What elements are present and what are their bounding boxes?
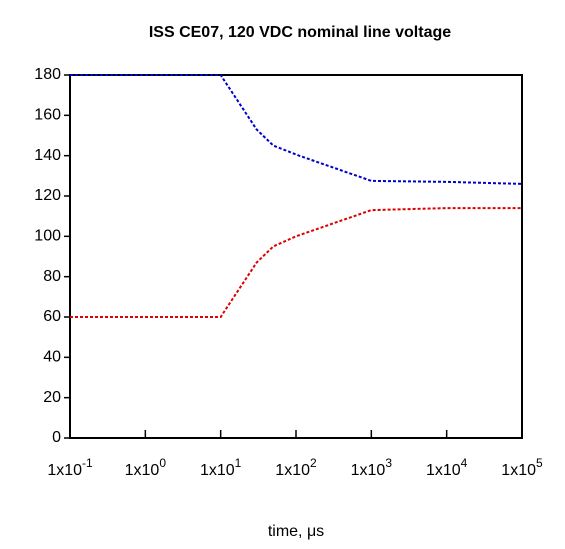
y-tick-label: 20 bbox=[43, 389, 61, 406]
x-tick-base: 1x10 bbox=[200, 462, 235, 479]
y-tick-label: 60 bbox=[43, 308, 61, 325]
y-tick-label: 80 bbox=[43, 268, 61, 285]
y-tick-label: 140 bbox=[34, 147, 61, 164]
x-axis-label: time, μs bbox=[268, 523, 324, 540]
x-tick-exponent: 1 bbox=[235, 456, 242, 470]
y-tick-label: 0 bbox=[52, 429, 61, 446]
x-tick-label: 1x105 bbox=[501, 456, 543, 479]
y-tick-label: 120 bbox=[34, 187, 61, 204]
x-tick-base: 1x10 bbox=[125, 462, 160, 479]
x-tick-label: 1x10-1 bbox=[47, 456, 93, 479]
x-tick-exponent: 2 bbox=[310, 456, 317, 470]
x-tick-exponent: 3 bbox=[385, 456, 392, 470]
x-tick-base: 1x10 bbox=[426, 462, 461, 479]
x-tick-label: 1x103 bbox=[351, 456, 393, 479]
x-tick-label: 1x100 bbox=[125, 456, 167, 479]
x-tick-label: 1x102 bbox=[275, 456, 317, 479]
y-tick-label: 180 bbox=[34, 66, 61, 83]
series-line bbox=[70, 74, 523, 185]
y-tick-label: 160 bbox=[34, 107, 61, 124]
series-line bbox=[70, 207, 522, 318]
chart-title: ISS CE07, 120 VDC nominal line voltage bbox=[149, 24, 451, 41]
y-tick-label: 100 bbox=[34, 228, 61, 245]
x-tick-label: 1x101 bbox=[200, 456, 242, 479]
x-tick-label: 1x104 bbox=[426, 456, 468, 479]
plot-frame bbox=[69, 74, 523, 439]
x-tick-exponent: -1 bbox=[82, 456, 93, 470]
x-tick-exponent: 5 bbox=[536, 456, 543, 470]
x-tick-exponent: 4 bbox=[461, 456, 468, 470]
y-tick-label: 40 bbox=[43, 349, 61, 366]
x-tick-base: 1x10 bbox=[47, 462, 82, 479]
x-tick-base: 1x10 bbox=[501, 462, 536, 479]
x-tick-base: 1x10 bbox=[351, 462, 386, 479]
x-tick-exponent: 0 bbox=[159, 456, 166, 470]
x-tick-base: 1x10 bbox=[275, 462, 310, 479]
